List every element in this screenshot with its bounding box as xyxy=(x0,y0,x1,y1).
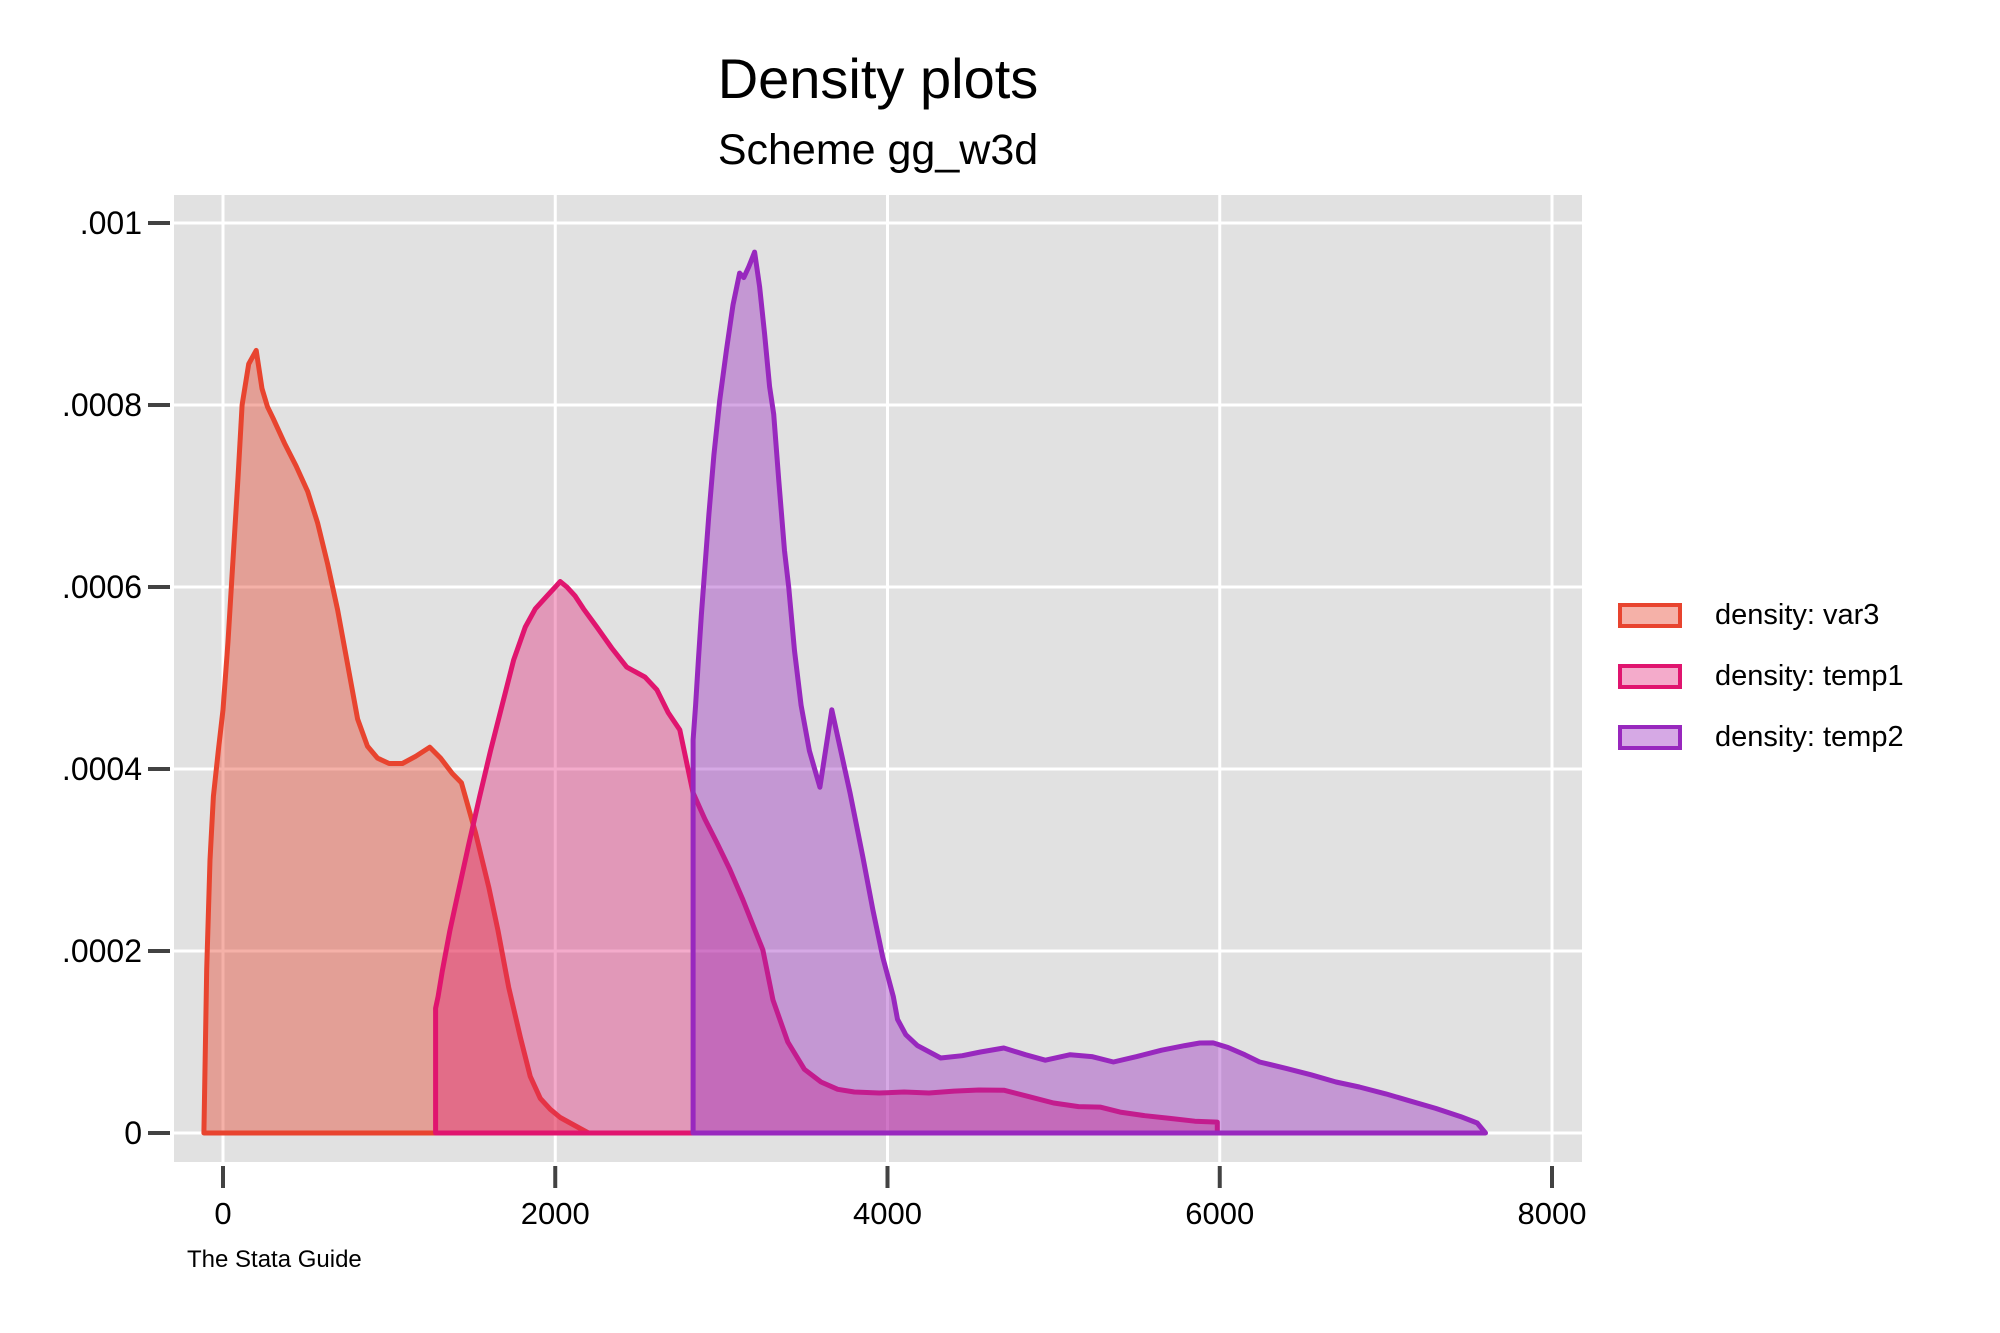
legend-swatch-var3 xyxy=(1618,603,1682,628)
x-tick-label: 2000 xyxy=(521,1196,590,1231)
density-curve-var3 xyxy=(201,347,591,1136)
y-tick-label: .0006 xyxy=(62,569,142,605)
x-tick-label: 6000 xyxy=(1185,1196,1254,1231)
y-tick-label: .0004 xyxy=(62,751,142,787)
y-tick-label: .0002 xyxy=(62,933,142,969)
x-tick-label: 0 xyxy=(214,1196,231,1231)
legend: density: var3 density: temp1 density: te… xyxy=(1618,599,1904,754)
y-tick-label: .001 xyxy=(80,205,142,241)
legend-label-var3: density: var3 xyxy=(1715,599,1880,631)
legend-swatch-temp2 xyxy=(1618,725,1682,750)
legend-row-temp2: density: temp2 xyxy=(1618,721,1904,754)
legend-swatch-temp1 xyxy=(1618,664,1682,689)
y-tick-label: .0008 xyxy=(62,387,142,423)
plot-area-background xyxy=(174,195,1582,1162)
legend-label-temp1: density: temp1 xyxy=(1715,660,1904,692)
chart-subtitle: Scheme gg_w3d xyxy=(717,126,1039,174)
watermark-text: The Stata Guide xyxy=(187,1246,362,1273)
legend-row-var3: density: var3 xyxy=(1618,599,1904,632)
density-curve-temp2 xyxy=(690,249,1488,1136)
x-tick-label: 8000 xyxy=(1518,1196,1587,1231)
density-curve-temp1 xyxy=(433,579,1220,1136)
legend-label-temp2: density: temp2 xyxy=(1715,721,1904,753)
chart-title: Density plots xyxy=(717,47,1039,110)
legend-row-temp1: density: temp1 xyxy=(1618,660,1904,693)
y-tick-label: 0 xyxy=(124,1115,142,1151)
x-tick-label: 4000 xyxy=(853,1196,922,1231)
